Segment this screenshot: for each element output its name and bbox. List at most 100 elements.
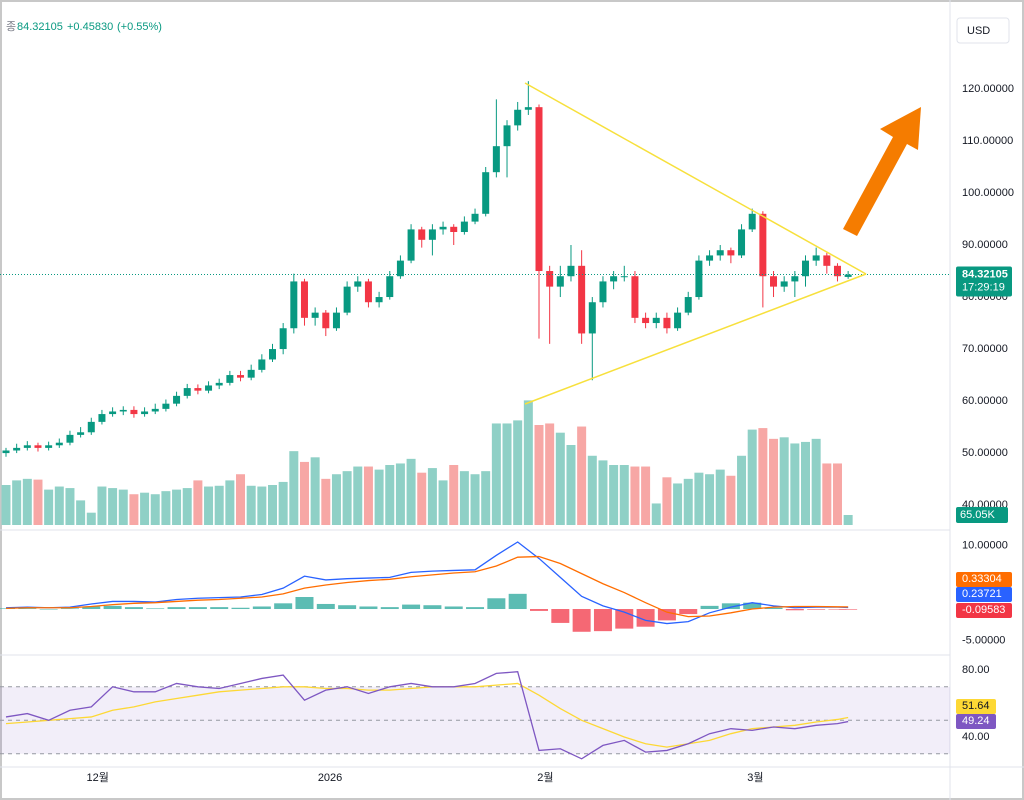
candle-body: [2, 450, 10, 454]
volume-bar: [353, 466, 363, 525]
y-tick-label: 100.00000: [962, 187, 1014, 199]
candle-body: [396, 260, 404, 277]
candle-body: [674, 312, 682, 329]
volume-bar: [299, 461, 309, 525]
rsi-value: 51.64: [962, 700, 990, 712]
volume-bar: [193, 480, 203, 525]
macd-histogram: [466, 607, 485, 610]
candle-body: [215, 382, 223, 386]
macd-histogram: [487, 598, 506, 610]
macd-histogram: [18, 608, 37, 610]
volume-bar: [641, 466, 651, 525]
volume-bar: [566, 445, 576, 525]
candle-body: [620, 276, 628, 278]
volume-bar: [395, 463, 405, 525]
candle-body: [663, 317, 671, 329]
candle-body: [727, 250, 735, 256]
volume-bar: [363, 466, 373, 525]
candle-body: [418, 229, 426, 240]
candle-body: [610, 276, 618, 282]
triangle-annotation: [524, 82, 867, 405]
volume-bar: [236, 474, 246, 525]
candle-body: [716, 250, 724, 256]
volume-bar: [523, 400, 533, 525]
macd-histogram: [508, 593, 527, 610]
volume-bar: [843, 514, 853, 525]
currency-button[interactable]: [956, 17, 1010, 44]
candle-body: [13, 447, 21, 451]
macd-value-box: [956, 572, 1012, 587]
volume-bar: [481, 471, 491, 525]
macd-histogram: [359, 606, 378, 610]
volume-bar: [33, 479, 43, 525]
candle-body: [343, 286, 351, 313]
macd-value: -0.09583: [962, 604, 1005, 616]
volume-bar: [609, 465, 619, 525]
volume-bar: [310, 457, 320, 525]
volume-bar: [150, 494, 160, 525]
macd-histogram: [231, 607, 250, 610]
volume-bar: [747, 429, 757, 525]
candle-body: [844, 274, 852, 277]
candle-body: [812, 255, 820, 261]
candle-body: [332, 312, 340, 329]
candle-body: [55, 442, 63, 446]
volume-bar: [545, 423, 555, 525]
candle-body: [471, 213, 479, 222]
candle-body: [279, 328, 287, 350]
candle-body: [375, 297, 383, 303]
macd-histogram: [380, 607, 399, 610]
macd-value: 0.23721: [962, 588, 1002, 600]
candle-body: [492, 146, 500, 173]
volume-bar: [470, 474, 480, 525]
y-tick-label: 90.00000: [962, 239, 1008, 251]
macd-value-box: [956, 587, 1012, 602]
currency[interactable]: USD: [967, 25, 990, 37]
volume-bar: [417, 472, 427, 525]
x-tick-label: 3월: [747, 771, 763, 784]
volume-bar: [44, 489, 54, 525]
volume-bar: [172, 489, 182, 525]
macd-histogram: [82, 606, 101, 610]
volume-bar: [385, 465, 395, 525]
volume-bar: [22, 478, 32, 525]
volume-bar: [832, 463, 842, 525]
volume-bar: [662, 477, 672, 525]
y-tick-label: 50.00000: [962, 447, 1008, 459]
countdown: 17:29:19: [962, 281, 1005, 293]
candle-body: [780, 281, 788, 287]
candle-body: [141, 411, 149, 415]
volume-bar: [214, 485, 224, 525]
candle-body: [514, 109, 522, 126]
candle-body: [23, 445, 31, 448]
candle-body: [194, 388, 202, 391]
volume-bar: [331, 474, 341, 525]
candle-body: [546, 271, 554, 287]
volume-bar: [225, 480, 235, 525]
candle-body: [802, 260, 809, 277]
macd-histogram: [828, 609, 847, 610]
volume-bar: [118, 489, 128, 525]
rsi-value: 49.24: [962, 715, 990, 727]
macd-histogram: [210, 607, 229, 610]
volume-bar: [769, 438, 779, 525]
macd-histogram: [551, 609, 570, 623]
volume-bar: [822, 463, 832, 525]
candle-body: [322, 312, 330, 329]
rsi-value-box: [956, 699, 996, 714]
volume-bar: [726, 475, 736, 525]
volume-bar: [86, 512, 96, 525]
volume-bar: [140, 492, 150, 525]
macd-histogram: [188, 607, 207, 610]
candle-body: [98, 414, 106, 422]
candle-body: [151, 408, 159, 412]
candle-body: [34, 445, 42, 448]
candle-body: [460, 221, 468, 233]
volume-bar: [577, 426, 587, 525]
volume-bar: [801, 441, 810, 525]
y-tick-label: 60.00000: [962, 395, 1008, 407]
candle-body: [311, 312, 319, 318]
volume-bar: [182, 488, 192, 525]
volume-bar: [427, 468, 437, 525]
macd-histogram: [743, 602, 762, 610]
